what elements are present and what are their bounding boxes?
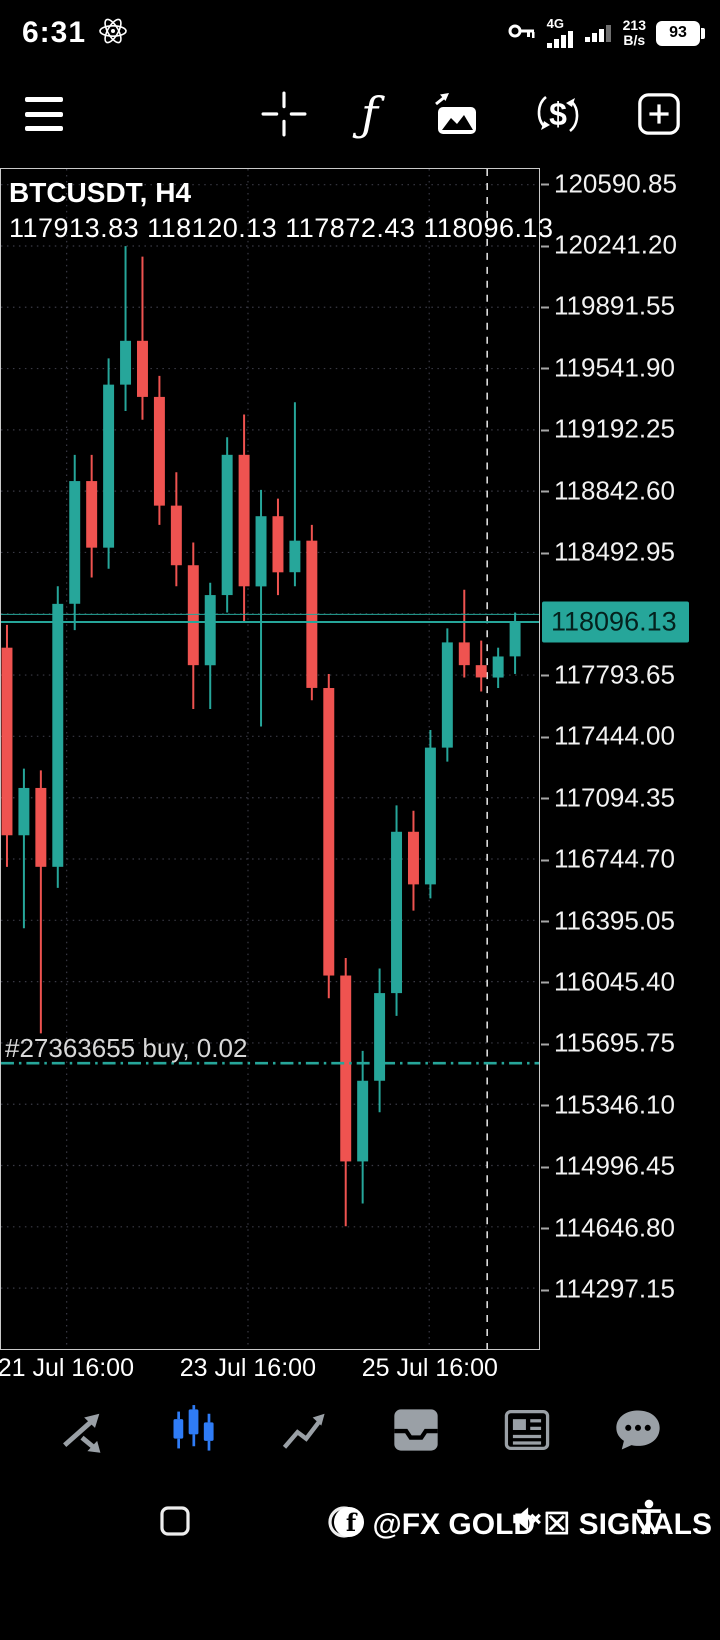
objects-button[interactable] bbox=[432, 91, 480, 137]
price-axis-label: 114646.80 bbox=[541, 1212, 675, 1243]
trade-tab[interactable] bbox=[278, 1404, 330, 1456]
inbox-tray-icon bbox=[393, 1409, 438, 1451]
new-order-button[interactable]: $ bbox=[534, 90, 582, 138]
chat-bubble-icon bbox=[616, 1410, 660, 1450]
chart-ohlc-values: 117913.83 118120.13 117872.43 118096.13 bbox=[9, 213, 554, 243]
candlestick-icon bbox=[173, 1405, 214, 1451]
newspaper-icon bbox=[504, 1409, 550, 1451]
bottom-toolbar bbox=[0, 1386, 720, 1474]
function-icon: ƒ bbox=[360, 87, 378, 141]
quotes-tab[interactable] bbox=[56, 1404, 108, 1456]
chart-symbol-label: BTCUSDT, H4 bbox=[9, 177, 192, 208]
signal-strength-icon-1: 4G bbox=[546, 16, 575, 48]
quotes-arrows-icon bbox=[62, 1413, 101, 1453]
indicators-button[interactable]: ƒ bbox=[360, 87, 378, 141]
charts-tab-active[interactable] bbox=[167, 1404, 219, 1456]
price-axis-label: 115695.75 bbox=[541, 1027, 675, 1058]
recents-square-icon bbox=[160, 1506, 190, 1536]
crosshair-button[interactable] bbox=[261, 91, 307, 137]
battery-level: 93 bbox=[669, 24, 687, 41]
network-type-label: 4G bbox=[546, 16, 564, 31]
status-bar-left: 6:31 bbox=[22, 16, 128, 51]
price-axis-label: 116395.05 bbox=[541, 905, 675, 936]
add-chart-button[interactable] bbox=[636, 91, 682, 137]
menu-button[interactable] bbox=[22, 97, 66, 131]
candlestick-chart[interactable]: BTCUSDT, H4 117913.83 118120.13 117872.4… bbox=[0, 168, 553, 1350]
status-bar: 6:31 bbox=[0, 0, 720, 60]
battery-indicator: 93 bbox=[656, 20, 705, 46]
price-axis-label: 119891.55 bbox=[541, 290, 675, 321]
price-axis-label: 117094.35 bbox=[541, 782, 675, 813]
price-axis-label: 120590.85 bbox=[541, 168, 677, 199]
price-axis-label: 118492.95 bbox=[541, 536, 675, 567]
network-speed-indicator: 213 B/s bbox=[623, 18, 646, 48]
svg-text:f: f bbox=[345, 1508, 357, 1537]
atom-icon bbox=[98, 16, 128, 51]
news-tab[interactable] bbox=[501, 1404, 553, 1456]
price-axis[interactable]: 118096.13 120590.85 120241.20 119891.55 119… bbox=[540, 168, 720, 1350]
price-axis-label: 119192.25 bbox=[541, 413, 675, 444]
current-price-badge: 118096.13 bbox=[542, 601, 689, 643]
vpn-key-icon bbox=[507, 19, 537, 48]
price-axis-label: 116744.70 bbox=[541, 843, 675, 874]
candles-canvas bbox=[1, 169, 539, 1349]
watermark-text: @FX GOLD ☒ SIGNALS bbox=[372, 1508, 713, 1541]
messages-tab[interactable] bbox=[612, 1404, 664, 1456]
recents-button[interactable] bbox=[158, 1504, 192, 1541]
signal-strength-icon-2 bbox=[584, 24, 613, 42]
network-speed-value: 213 bbox=[622, 17, 646, 33]
price-axis-label: 117444.00 bbox=[541, 720, 675, 751]
status-bar-right: 4G 213 B/s bbox=[507, 16, 705, 48]
price-axis-label: 115346.10 bbox=[541, 1089, 675, 1120]
watermark: f @FX GOLD ☒ SIGNALS bbox=[333, 1499, 713, 1543]
facebook-icon: f bbox=[333, 1506, 365, 1543]
top-toolbar: ƒ $ bbox=[0, 60, 720, 168]
price-axis-label: 119541.90 bbox=[541, 352, 675, 383]
time-axis-label: 25 Jul 16:00 bbox=[361, 1354, 498, 1382]
price-axis-label: 114996.45 bbox=[541, 1150, 675, 1181]
price-axis-label: 114297.15 bbox=[541, 1273, 675, 1304]
dollar-trade-icon: $ bbox=[537, 95, 579, 133]
position-label: #27363655 buy, 0.02 bbox=[5, 1032, 248, 1063]
mute-speaker-icon bbox=[509, 1502, 543, 1541]
network-speed-unit: B/s bbox=[623, 32, 646, 48]
clock: 6:31 bbox=[22, 16, 87, 49]
objects-icon bbox=[435, 93, 476, 134]
accessibility-person-icon bbox=[634, 1498, 664, 1541]
chart-area: BTCUSDT, H4 117913.83 118120.13 117872.4… bbox=[0, 168, 720, 1386]
price-axis-label: 117793.65 bbox=[541, 659, 675, 690]
time-axis-label: 23 Jul 16:00 bbox=[179, 1354, 316, 1382]
trend-line-icon bbox=[283, 1413, 325, 1449]
price-axis-label: 120241.20 bbox=[541, 229, 677, 260]
android-nav-bar: f @FX GOLD ☒ SIGNALS bbox=[0, 1474, 720, 1640]
time-axis-label: 21 Jul 16:00 bbox=[0, 1354, 134, 1382]
price-axis-label: 116045.40 bbox=[541, 966, 675, 997]
svg-text:$: $ bbox=[549, 96, 567, 132]
time-axis[interactable]: 21 Jul 16:00 23 Jul 16:00 25 Jul 16:00 bbox=[0, 1350, 720, 1386]
hamburger-icon bbox=[25, 97, 63, 102]
crosshair-icon bbox=[261, 91, 307, 137]
chart-tools-group: ƒ $ bbox=[261, 90, 682, 138]
history-tab[interactable] bbox=[390, 1404, 442, 1456]
add-chart-icon bbox=[638, 93, 680, 135]
price-axis-label: 118842.60 bbox=[541, 475, 675, 506]
